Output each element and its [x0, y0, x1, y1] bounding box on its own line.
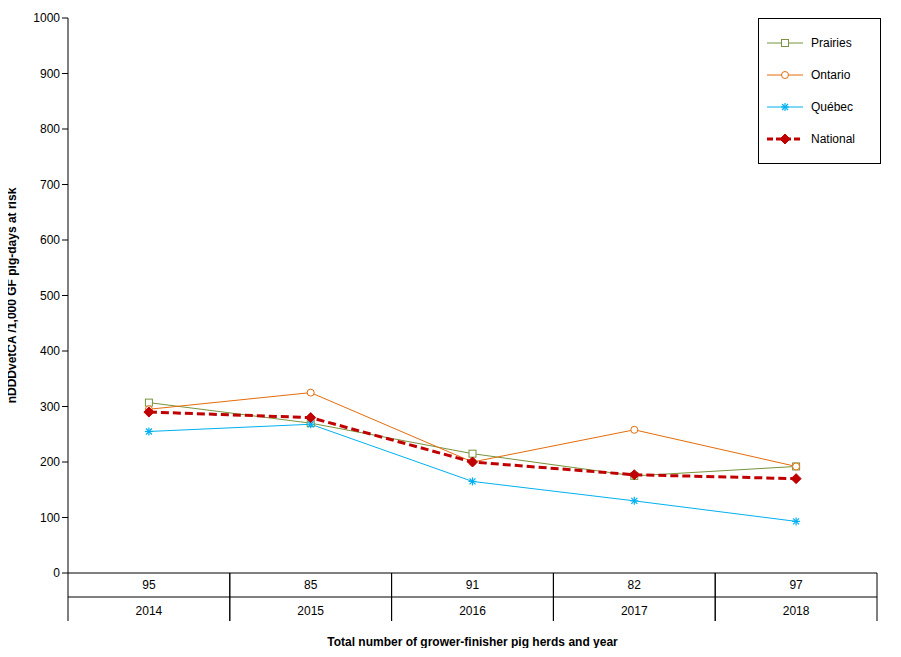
html-text:National: National [811, 132, 855, 146]
svg-text:2016: 2016 [459, 604, 486, 618]
svg-text:2014: 2014 [136, 604, 163, 618]
svg-text:0: 0 [53, 566, 60, 580]
svg-text:nDDDvetCA /1,000 GF pig-days a: nDDDvetCA /1,000 GF pig-days at risk [8, 187, 19, 403]
svg-text:2018: 2018 [783, 604, 810, 618]
svg-text:2017: 2017 [621, 604, 648, 618]
svg-text:Total number of grower-finishe: Total number of grower-finisher pig herd… [327, 635, 618, 648]
html-text:Ontario: Ontario [811, 68, 851, 82]
svg-text:97: 97 [789, 578, 803, 592]
svg-text:800: 800 [40, 122, 60, 136]
svg-text:95: 95 [142, 578, 156, 592]
svg-text:700: 700 [40, 178, 60, 192]
svg-text:100: 100 [40, 511, 60, 525]
svg-text:200: 200 [40, 455, 60, 469]
svg-text:500: 500 [40, 289, 60, 303]
svg-text:1000: 1000 [33, 11, 60, 25]
html-text:Prairies: Prairies [811, 36, 852, 50]
svg-text:900: 900 [40, 67, 60, 81]
svg-text:2015: 2015 [297, 604, 324, 618]
svg-text:600: 600 [40, 233, 60, 247]
svg-text:300: 300 [40, 400, 60, 414]
svg-text:85: 85 [304, 578, 318, 592]
html-text:Québec: Québec [811, 100, 853, 114]
svg-text:82: 82 [628, 578, 642, 592]
svg-text:91: 91 [466, 578, 480, 592]
svg-text:400: 400 [40, 344, 60, 358]
